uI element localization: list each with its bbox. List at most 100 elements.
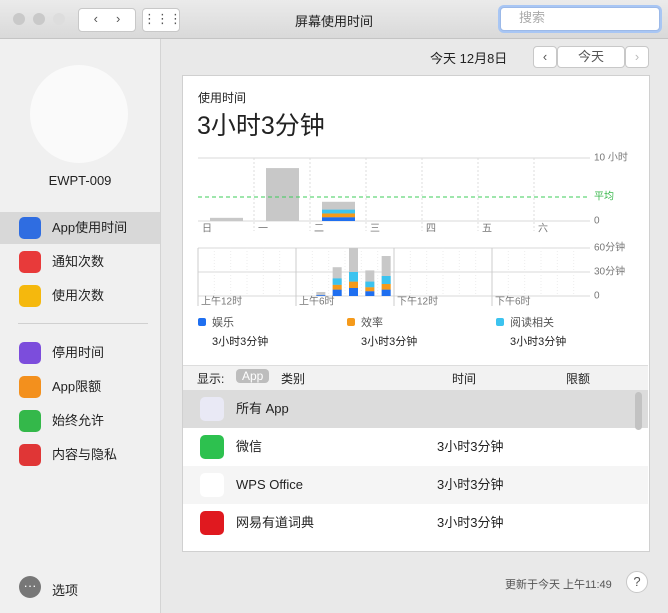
sidebar-item[interactable]: App限额	[0, 371, 160, 403]
bar-segment	[381, 289, 391, 296]
bar-segment	[349, 288, 358, 296]
options-icon[interactable]: ···	[19, 576, 41, 598]
table-row[interactable]: WPS Office 3小时3分钟	[183, 466, 648, 504]
app-time: 3小时3分钟	[437, 477, 504, 492]
bar-segment	[365, 281, 375, 288]
bar-segment	[381, 284, 391, 290]
y-tick-label: 30分钟	[594, 265, 625, 278]
legend-label: 阅读相关	[510, 315, 554, 329]
sidebar-icon	[19, 410, 41, 432]
legend-value: 3小时3分钟	[361, 334, 417, 348]
legend-label: 娱乐	[212, 315, 234, 329]
search-field[interactable]: 搜索	[500, 7, 660, 31]
column-time: 时间	[452, 372, 477, 386]
x-tick-label: 上午6时	[299, 295, 335, 308]
x-tick-label: 四	[426, 224, 436, 235]
sidebar-label: App使用时间	[52, 220, 128, 235]
table-row[interactable]: 微信 3小时3分钟	[183, 428, 648, 466]
bar-segment	[322, 213, 355, 218]
nav-buttons[interactable]: ‹ ›	[78, 8, 136, 32]
window-title: 屏幕使用时间	[294, 14, 373, 29]
app-time: 3小时3分钟	[437, 515, 504, 530]
date-label[interactable]: 今天 12月8日	[430, 51, 508, 66]
app-name: 微信	[236, 439, 263, 454]
tab-app[interactable]: App	[236, 369, 270, 383]
bar-segment	[322, 217, 355, 221]
sidebar-item[interactable]: App使用时间	[0, 212, 160, 244]
summary-total: 3小时3分钟	[197, 112, 325, 140]
next-day[interactable]: ›	[625, 46, 649, 68]
sidebar-item[interactable]: 内容与隐私	[0, 439, 160, 471]
legend-value: 3小时3分钟	[510, 334, 566, 348]
x-tick-label: 五	[482, 224, 492, 235]
bar-segment	[332, 278, 342, 285]
x-tick-label: 六	[538, 223, 548, 235]
bar-segment	[332, 284, 342, 290]
legend-swatch	[496, 318, 504, 326]
x-tick-label: 二	[314, 224, 324, 235]
summary-label: 使用时间	[198, 91, 247, 105]
x-tick-label: 一	[258, 224, 268, 235]
bar-segment	[365, 287, 375, 292]
prev-day[interactable]: ‹	[533, 46, 557, 68]
tab-category[interactable]: 类别	[281, 372, 306, 386]
legend-value: 3小时3分钟	[212, 334, 268, 348]
legend-swatch	[198, 318, 206, 326]
show-label: 显示:	[197, 372, 225, 386]
app-name: 所有 App	[236, 401, 289, 416]
sidebar-label: App限额	[52, 379, 102, 394]
sidebar-icon	[19, 444, 41, 466]
sidebar-item[interactable]: 使用次数	[0, 280, 160, 312]
bar-segment	[349, 281, 358, 288]
today-button[interactable]: 今天	[557, 46, 625, 68]
bar	[316, 292, 326, 296]
table-row[interactable]: 所有 App	[183, 390, 648, 428]
sidebar-item[interactable]: 通知次数	[0, 246, 160, 278]
close-button[interactable]	[13, 13, 25, 25]
grid-button[interactable]: ⋮⋮⋮	[142, 8, 182, 32]
bar-segment	[381, 276, 391, 284]
sidebar-label: 使用次数	[52, 288, 105, 303]
bar-segment	[332, 289, 342, 296]
updated-label: 更新于今天 上午11:49	[505, 579, 612, 591]
scrollbar[interactable]	[635, 392, 642, 430]
y-tick-label: 60分钟	[594, 241, 625, 254]
title-bar: ‹ › ⋮⋮⋮ 屏幕使用时间 搜索	[0, 0, 668, 39]
sidebar-item[interactable]: 始终允许	[0, 405, 160, 437]
app-icon	[200, 473, 224, 497]
app-icon	[200, 397, 224, 421]
sidebar-icon	[19, 285, 41, 307]
zoom-button[interactable]	[53, 13, 65, 25]
help-button[interactable]: ?	[626, 571, 648, 593]
options-label[interactable]: 选项	[52, 583, 79, 598]
charts: 10 小时 0 日 一 二 三 四 五 六 平均 60分钟 30分钟 0 上午12时 上午6时 下午12时 下午…	[197, 152, 628, 348]
app-name: WPS Office	[236, 477, 303, 492]
search-placeholder: 搜索	[519, 10, 546, 25]
x-tick-label: 上午12时	[201, 295, 242, 308]
separator	[18, 323, 148, 324]
y-tick-label: 10 小时	[594, 152, 628, 164]
table-row[interactable]: 网易有道词典 3小时3分钟	[183, 504, 648, 542]
app-time: 3小时3分钟	[437, 439, 504, 454]
bar-segment	[349, 272, 358, 282]
sidebar-item[interactable]: 停用时间	[0, 337, 160, 369]
x-tick-label: 日	[202, 224, 212, 235]
average-label: 平均	[594, 191, 614, 203]
app-name: 网易有道词典	[236, 515, 315, 530]
sidebar-label: 停用时间	[52, 345, 105, 360]
bar-segment	[316, 295, 326, 296]
minimize-button[interactable]	[33, 13, 45, 25]
sidebar: EWPT-009 App使用时间 通知次数 使用次数 停用时间 App限额 始终允许 内容与…	[0, 39, 161, 613]
sidebar-label: 内容与隐私	[52, 447, 118, 462]
avatar	[30, 65, 128, 163]
app-icon	[200, 511, 224, 535]
x-tick-label: 下午6时	[495, 295, 531, 308]
bar	[210, 217, 243, 221]
legend-swatch	[347, 318, 355, 326]
app-icon	[200, 435, 224, 459]
bar-segment	[322, 209, 355, 214]
bar	[266, 168, 299, 221]
y-tick-label: 0	[594, 216, 600, 227]
x-tick-label: 三	[370, 224, 380, 235]
